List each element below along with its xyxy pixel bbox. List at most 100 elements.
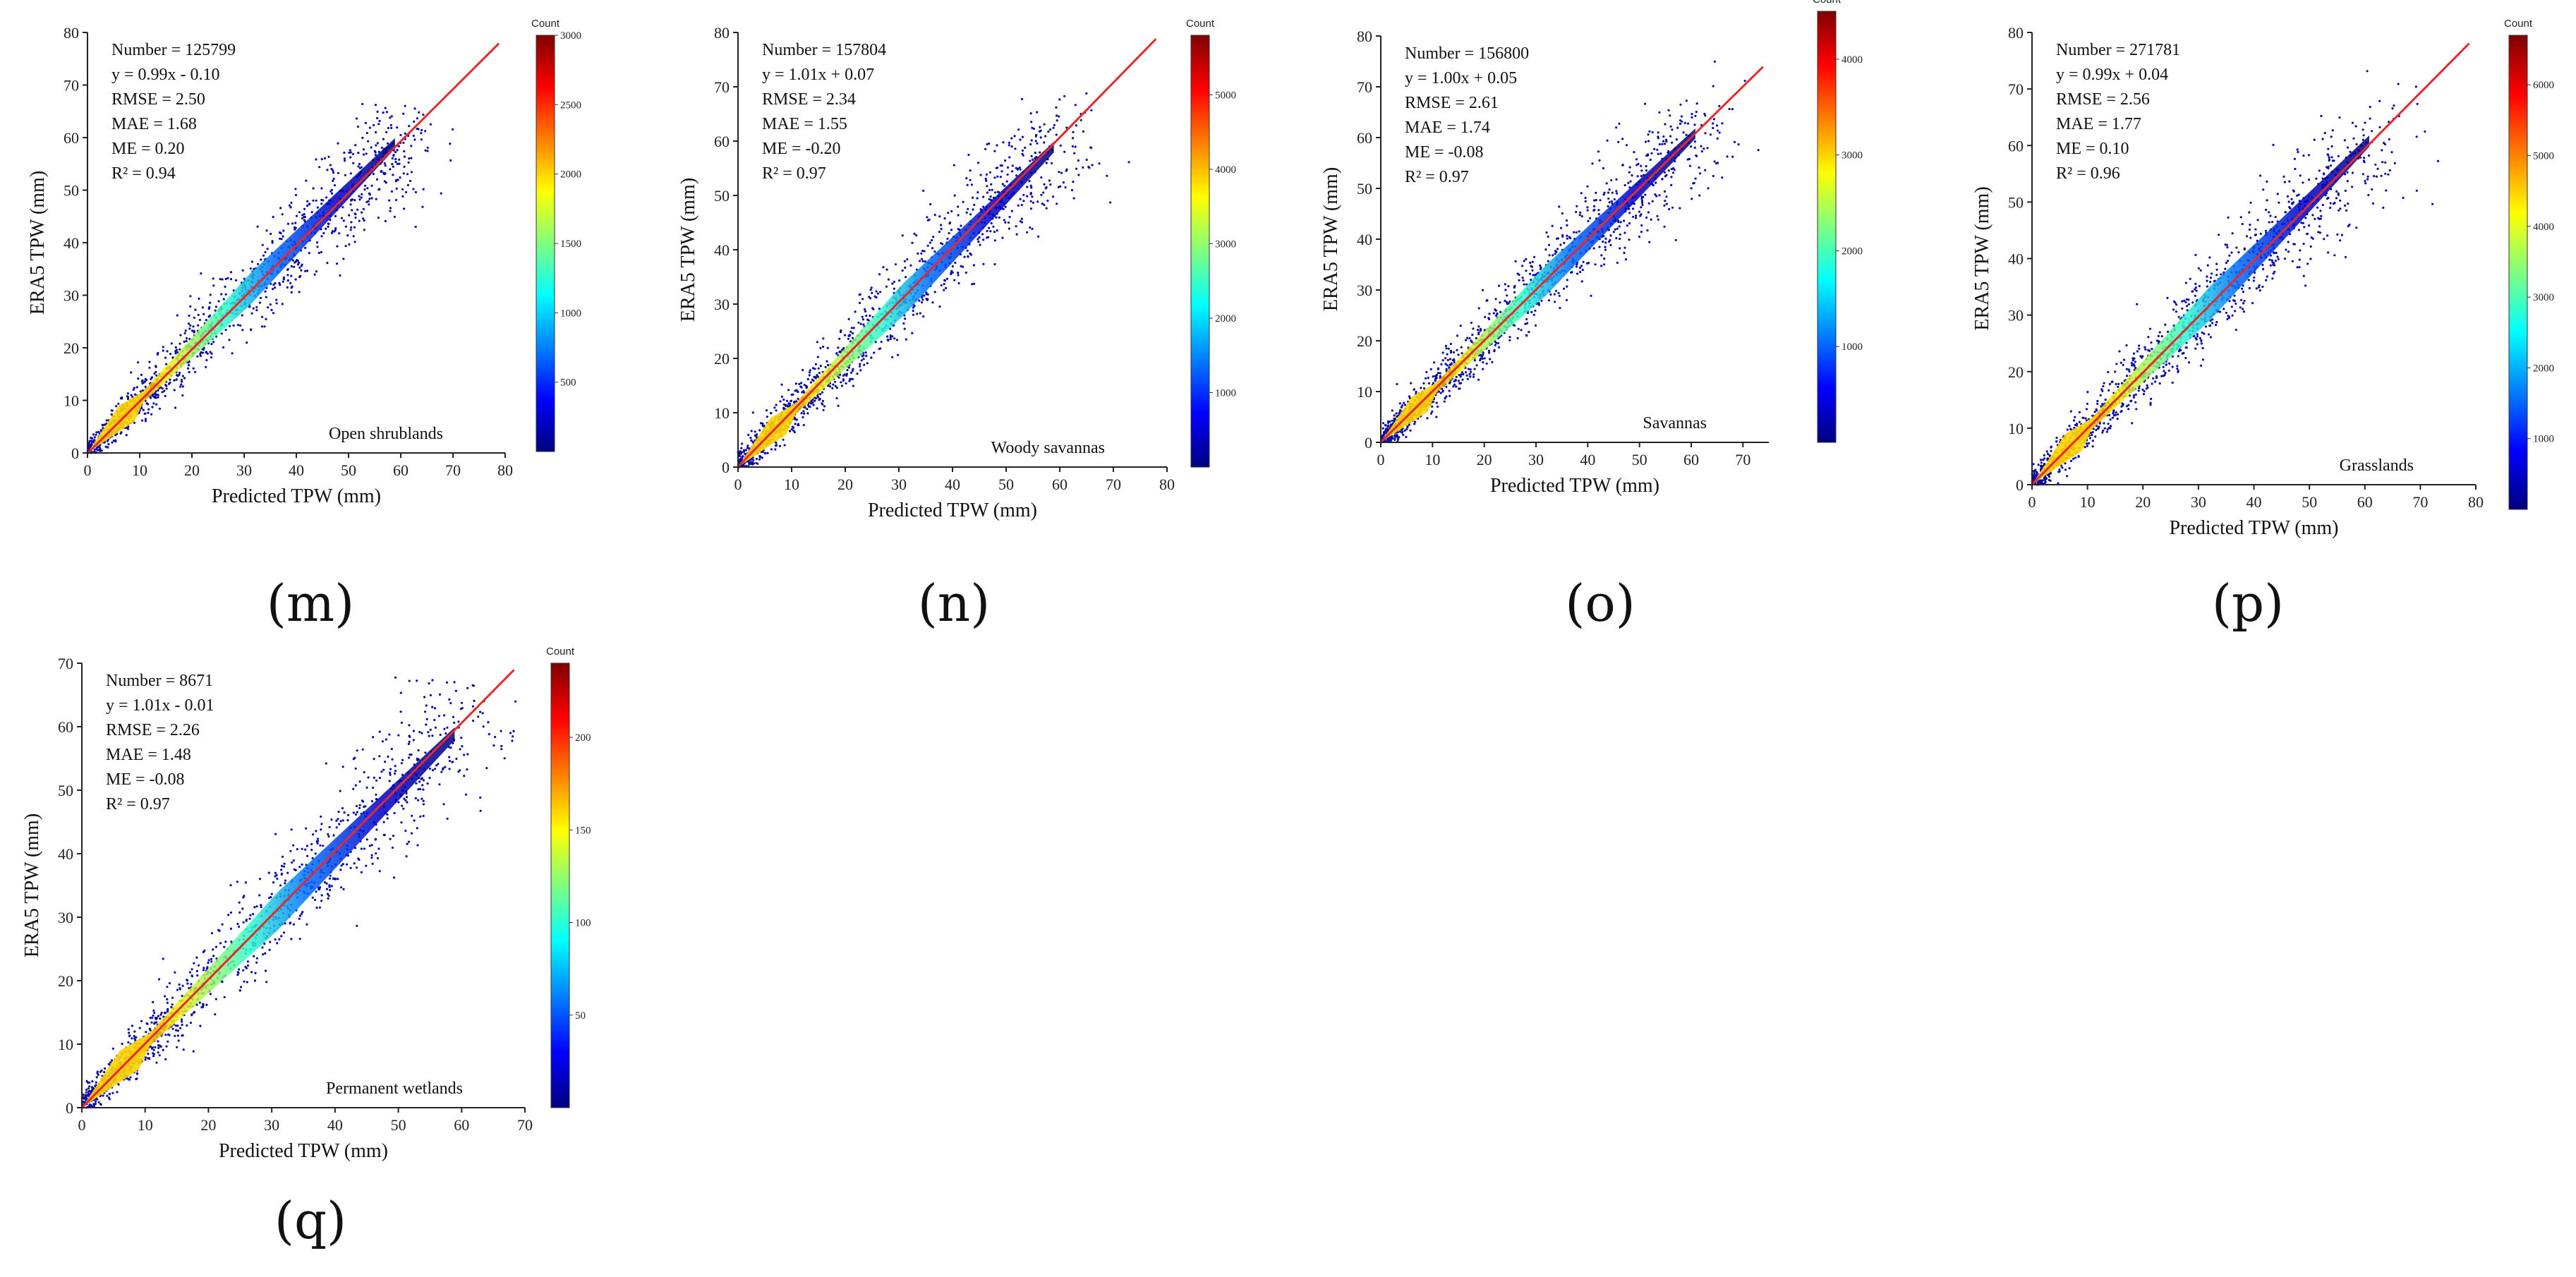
y-tick-label: 0 [1365,434,1372,452]
scatter-point [1604,237,1607,240]
scatter-point [261,243,264,246]
scatter-point [1647,133,1650,136]
scatter-point [1446,353,1449,356]
scatter-point [2297,229,2300,231]
stat-line: y = 1.00x + 0.05 [1405,69,1517,87]
scatter-point [1683,121,1686,124]
scatter-point [1640,224,1643,227]
scatter-point [2256,219,2259,222]
scatter-point [863,308,866,310]
scatter-point [2245,235,2249,238]
y-tick-label: 20 [1357,332,1372,350]
y-tick-label: 30 [64,287,79,305]
scatter-point [278,282,281,284]
scatter-point [404,155,406,158]
scatter-point [2235,328,2237,332]
scatter-point [800,412,803,415]
scatter-point [394,198,398,202]
scatter-point [1382,434,1385,437]
scatter-point [1595,191,1597,194]
scatter-point [1010,145,1013,148]
scatter-point [98,445,101,449]
scatter-point [1665,202,1668,205]
x-tick-label: 80 [497,461,513,479]
scatter-point [1627,181,1630,184]
scatter-point [1026,231,1029,234]
scatter-point [155,370,157,373]
colorbar-tick-label: 2500 [560,99,581,111]
scatter-point [189,295,192,298]
scatter-point [761,424,764,428]
scatter-point [2243,299,2246,303]
scatter-point [2096,399,2099,403]
scatter-point [2297,150,2299,154]
scatter-point [1051,162,1053,164]
scatter-point [817,396,820,399]
scatter-point [1381,427,1384,430]
scatter-point [977,241,980,243]
scatter-point [1757,149,1760,152]
scatter-point [2114,370,2117,373]
scatter-point [2373,175,2376,178]
scatter-point [2296,266,2299,269]
scatter-point [2157,334,2160,337]
scatter-point [2148,327,2152,330]
scatter-point [279,237,282,240]
scatter-point [271,241,274,244]
scatter-point [897,353,900,356]
scatter-point [1460,373,1463,376]
scatter-point [1584,196,1587,200]
scatter-point [1075,167,1078,170]
scatter-point [330,231,333,234]
scatter-point [139,390,142,393]
scatter-point [100,449,103,452]
scatter-point [1623,246,1626,249]
stat-line: Number = 125799 [111,41,236,59]
scatter-point [290,265,293,268]
scatter-point [409,179,412,183]
panel-p: 0 10 20 30 40 50 60 70 8001020304050607080Predic… [1971,18,2554,633]
scatter-point [2330,135,2333,138]
scatter-point [1704,169,1707,171]
scatter-point [323,157,326,159]
scatter-point [1698,172,1702,175]
scatter-point [1657,137,1659,140]
scatter-point [928,218,931,221]
scatter-point [933,250,936,253]
scatter-point [1628,166,1631,169]
scatter-point [885,335,889,338]
scatter-point [298,261,301,264]
scatter-point [2384,161,2387,164]
scatter-point [329,219,332,222]
scatter-point [2101,431,2104,434]
scatter-point [902,322,905,325]
panel-o: 0 10 20 30 40 50 60 7001020304050607080Predicte… [1320,0,1863,633]
scatter-point [870,356,873,359]
scatter-point [272,288,274,291]
scatter-point [2215,274,2218,277]
scatter-point [918,299,921,302]
scatter-point [1645,165,1647,168]
scatter-point [1626,224,1628,227]
scatter-point [2048,478,2050,482]
scatter-point [2196,335,2199,338]
scatter-point [164,356,167,359]
scatter-point [957,214,960,217]
scatter-point [1691,198,1693,200]
scatter-point [1064,186,1067,189]
scatter-point [2134,401,2137,404]
scatter-point [1029,112,1032,115]
scatter-point [2273,262,2275,265]
scatter-point [1504,283,1506,286]
scatter-point [862,354,865,357]
scatter-point [351,209,353,212]
scatter-point [1712,85,1715,87]
colorbar-tick-label: 1000 [1215,387,1236,399]
scatter-point [917,252,919,255]
scatter-point [1091,164,1094,167]
scatter-point [1420,387,1422,389]
scatter-point [966,249,969,252]
scatter-point [2037,464,2040,466]
x-tick-label: 80 [1159,476,1175,493]
scatter-point [140,380,143,382]
